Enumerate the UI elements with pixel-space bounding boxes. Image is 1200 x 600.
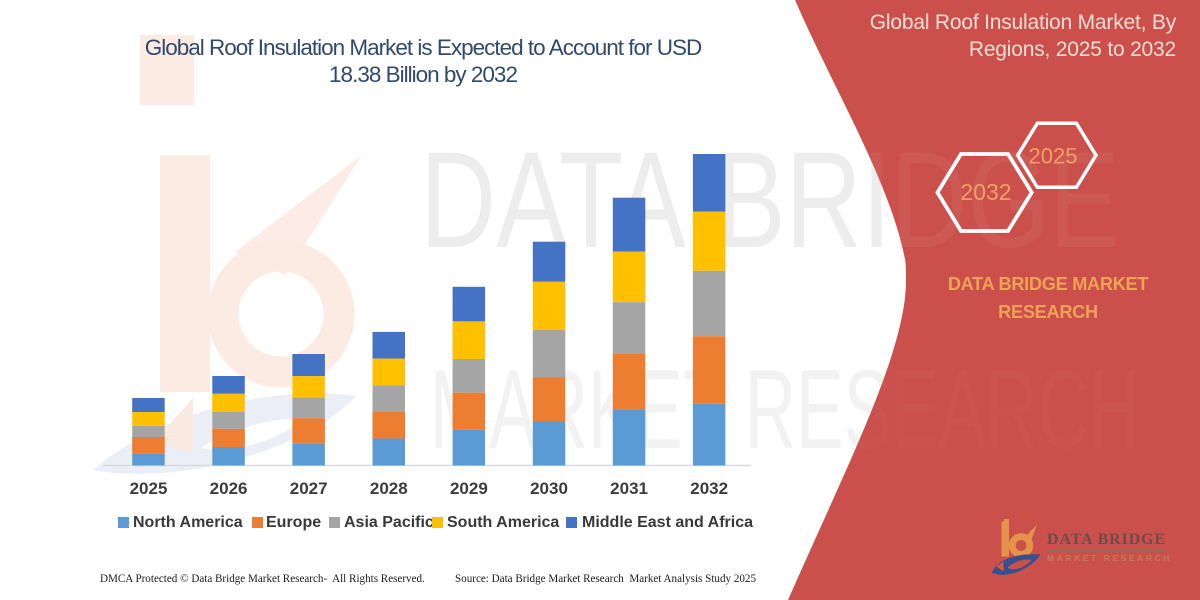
svg-text:2032: 2032: [960, 179, 1011, 205]
svg-text:2025: 2025: [1029, 144, 1078, 169]
svg-text:DATA BRIDGE: DATA BRIDGE: [420, 124, 1120, 277]
